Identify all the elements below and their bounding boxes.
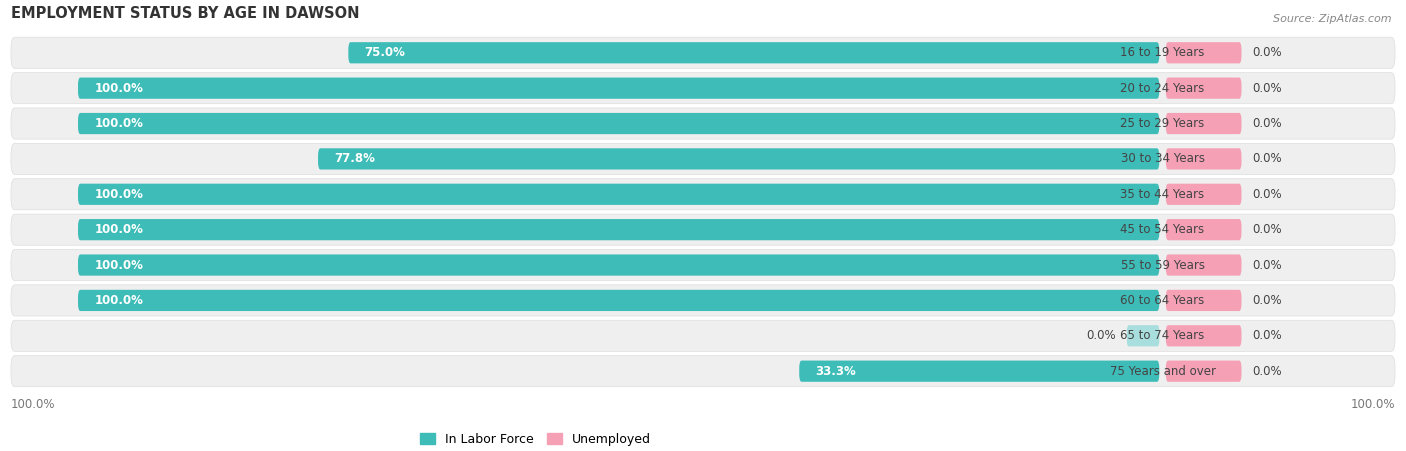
FancyBboxPatch shape <box>11 320 1395 351</box>
Text: 75 Years and over: 75 Years and over <box>1109 365 1216 377</box>
FancyBboxPatch shape <box>77 78 1160 99</box>
Text: 100.0%: 100.0% <box>94 223 143 236</box>
Text: 0.0%: 0.0% <box>1253 82 1282 95</box>
Text: 100.0%: 100.0% <box>94 294 143 307</box>
FancyBboxPatch shape <box>77 184 1160 205</box>
FancyBboxPatch shape <box>349 42 1160 64</box>
FancyBboxPatch shape <box>11 73 1395 104</box>
FancyBboxPatch shape <box>11 108 1395 139</box>
Text: 0.0%: 0.0% <box>1253 188 1282 201</box>
Text: 0.0%: 0.0% <box>1253 117 1282 130</box>
FancyBboxPatch shape <box>1166 113 1241 134</box>
Text: 45 to 54 Years: 45 to 54 Years <box>1121 223 1205 236</box>
Text: 0.0%: 0.0% <box>1087 329 1116 342</box>
Text: 100.0%: 100.0% <box>94 117 143 130</box>
Text: 55 to 59 Years: 55 to 59 Years <box>1121 258 1205 272</box>
FancyBboxPatch shape <box>1166 184 1241 205</box>
FancyBboxPatch shape <box>1126 325 1160 346</box>
Text: 0.0%: 0.0% <box>1253 294 1282 307</box>
FancyBboxPatch shape <box>77 219 1160 240</box>
Text: 65 to 74 Years: 65 to 74 Years <box>1121 329 1205 342</box>
FancyBboxPatch shape <box>11 179 1395 210</box>
Text: 0.0%: 0.0% <box>1253 365 1282 377</box>
Text: 33.3%: 33.3% <box>815 365 856 377</box>
Text: 35 to 44 Years: 35 to 44 Years <box>1121 188 1205 201</box>
Text: 0.0%: 0.0% <box>1253 152 1282 166</box>
Text: 20 to 24 Years: 20 to 24 Years <box>1121 82 1205 95</box>
Text: 16 to 19 Years: 16 to 19 Years <box>1121 46 1205 59</box>
FancyBboxPatch shape <box>11 249 1395 281</box>
Text: 0.0%: 0.0% <box>1253 329 1282 342</box>
FancyBboxPatch shape <box>1166 254 1241 276</box>
Text: Source: ZipAtlas.com: Source: ZipAtlas.com <box>1274 14 1392 23</box>
FancyBboxPatch shape <box>1166 148 1241 170</box>
Text: 100.0%: 100.0% <box>94 82 143 95</box>
Text: 77.8%: 77.8% <box>335 152 375 166</box>
Text: 60 to 64 Years: 60 to 64 Years <box>1121 294 1205 307</box>
Text: 100.0%: 100.0% <box>1351 398 1395 411</box>
FancyBboxPatch shape <box>1166 360 1241 382</box>
Text: 0.0%: 0.0% <box>1253 223 1282 236</box>
FancyBboxPatch shape <box>1166 325 1241 346</box>
FancyBboxPatch shape <box>77 290 1160 311</box>
Text: 100.0%: 100.0% <box>11 398 55 411</box>
FancyBboxPatch shape <box>1166 219 1241 240</box>
Text: 100.0%: 100.0% <box>94 258 143 272</box>
FancyBboxPatch shape <box>11 285 1395 316</box>
FancyBboxPatch shape <box>11 143 1395 175</box>
Text: 100.0%: 100.0% <box>94 188 143 201</box>
Text: 25 to 29 Years: 25 to 29 Years <box>1121 117 1205 130</box>
FancyBboxPatch shape <box>1166 42 1241 64</box>
FancyBboxPatch shape <box>11 355 1395 387</box>
Legend: In Labor Force, Unemployed: In Labor Force, Unemployed <box>416 428 655 451</box>
Text: EMPLOYMENT STATUS BY AGE IN DAWSON: EMPLOYMENT STATUS BY AGE IN DAWSON <box>11 6 360 21</box>
FancyBboxPatch shape <box>77 113 1160 134</box>
FancyBboxPatch shape <box>11 37 1395 69</box>
Text: 30 to 34 Years: 30 to 34 Years <box>1121 152 1205 166</box>
FancyBboxPatch shape <box>77 254 1160 276</box>
FancyBboxPatch shape <box>11 214 1395 245</box>
FancyBboxPatch shape <box>1166 290 1241 311</box>
FancyBboxPatch shape <box>799 360 1160 382</box>
Text: 75.0%: 75.0% <box>364 46 405 59</box>
FancyBboxPatch shape <box>1166 78 1241 99</box>
Text: 0.0%: 0.0% <box>1253 258 1282 272</box>
Text: 0.0%: 0.0% <box>1253 46 1282 59</box>
FancyBboxPatch shape <box>318 148 1160 170</box>
